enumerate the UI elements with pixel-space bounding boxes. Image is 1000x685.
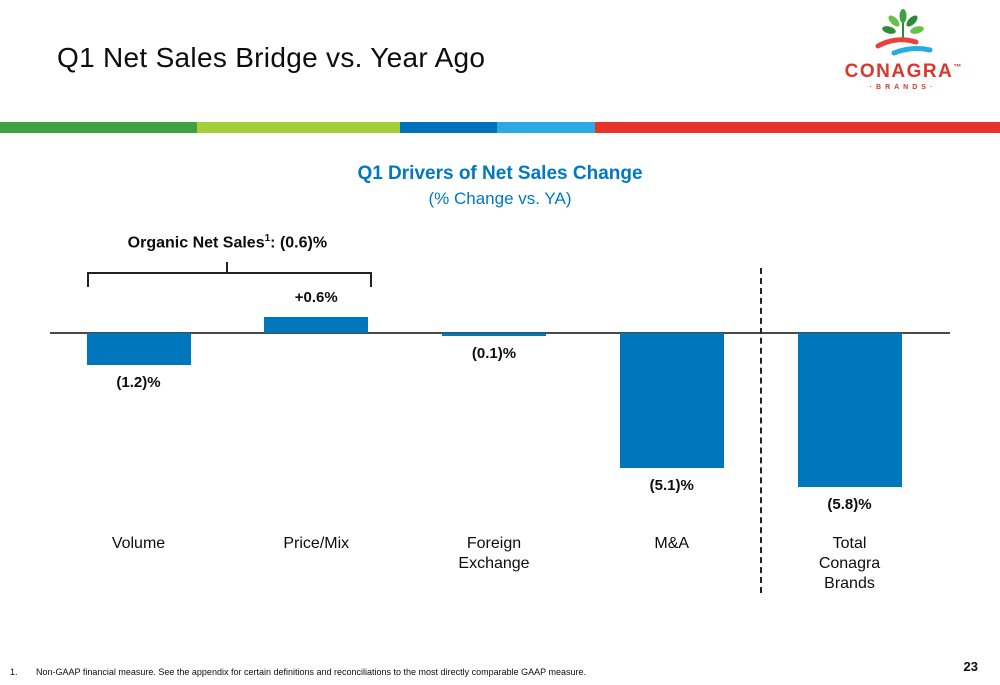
stripe-segment bbox=[197, 122, 400, 133]
bar-value-label: (0.1)% bbox=[471, 345, 517, 362]
organic-net-sales-annotation: Organic Net Sales1: (0.6)% bbox=[87, 233, 369, 252]
bar-value-label: (1.2)% bbox=[116, 373, 161, 391]
bar-value-label: (5.8)% bbox=[827, 495, 872, 513]
category-label: Foreign Exchange bbox=[458, 535, 530, 572]
category-label: M&A bbox=[654, 535, 690, 552]
organic-bracket-tick bbox=[226, 262, 229, 272]
bar bbox=[264, 317, 369, 333]
bar-value-label: +0.6% bbox=[294, 289, 338, 307]
chart-subtitle: (% Change vs. YA) bbox=[428, 189, 572, 208]
conagra-leaf-icon bbox=[875, 9, 933, 56]
chart-title: Q1 Drivers of Net Sales Change bbox=[357, 163, 643, 184]
bar bbox=[797, 333, 902, 487]
annotation-value: : (0.6)% bbox=[270, 234, 328, 252]
conagra-logo: CONAGRA™ ·BRANDS· bbox=[828, 8, 978, 91]
bar bbox=[442, 333, 546, 336]
stripe-segment bbox=[400, 122, 497, 133]
dashed-separator bbox=[760, 268, 762, 593]
annotation-text: Organic Net Sales bbox=[127, 234, 265, 252]
slide-title: Q1 Net Sales Bridge vs. Year Ago bbox=[57, 42, 486, 73]
bar-value-label: (5.1)% bbox=[649, 477, 694, 495]
page-number: 23 bbox=[963, 659, 978, 674]
accent-stripe bbox=[0, 122, 1000, 133]
logo-brands-text: ·BRANDS· bbox=[869, 84, 937, 91]
annotation-footnote-marker: 1 bbox=[264, 233, 271, 244]
bar bbox=[619, 333, 724, 469]
stripe-segment bbox=[497, 122, 595, 133]
footnote: 1. Non-GAAP financial measure. See the a… bbox=[10, 667, 586, 677]
stripe-segment bbox=[595, 122, 1000, 133]
logo-wordmark: CONAGRA™ bbox=[844, 61, 962, 82]
footnote-number: 1. bbox=[10, 667, 18, 677]
category-label: Price/Mix bbox=[283, 535, 350, 552]
trademark-symbol: ™ bbox=[953, 62, 962, 72]
stripe-segment bbox=[0, 122, 197, 133]
organic-bracket bbox=[86, 272, 373, 287]
category-label: Volume bbox=[111, 535, 166, 552]
footnote-text: Non-GAAP financial measure. See the appe… bbox=[36, 667, 586, 677]
category-label: Total Conagra Brands bbox=[818, 535, 881, 592]
bar bbox=[86, 333, 191, 365]
